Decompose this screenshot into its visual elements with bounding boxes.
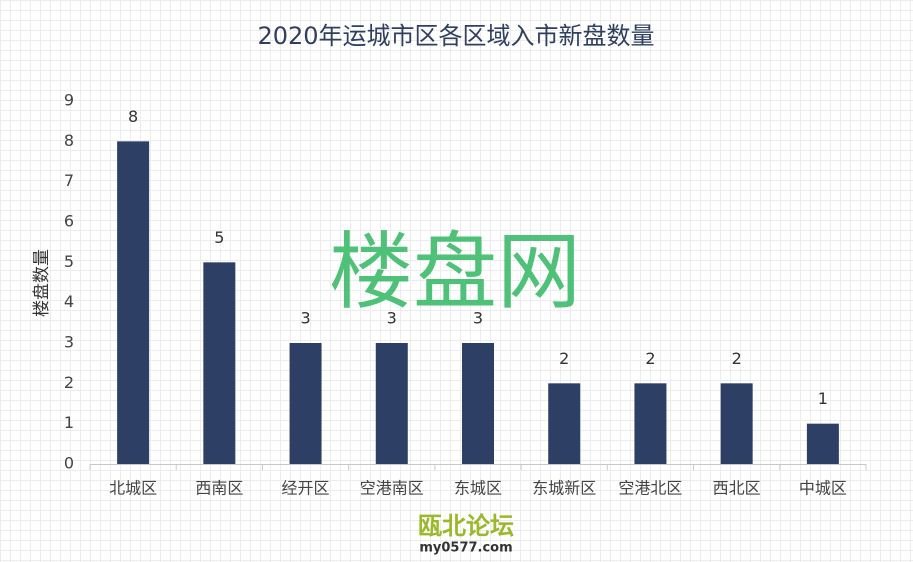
y-axis-label: 楼盘数量 bbox=[32, 249, 52, 317]
x-tick-label: 西北区 bbox=[713, 479, 761, 498]
data-label: 2 bbox=[645, 349, 655, 368]
data-label: 2 bbox=[732, 349, 742, 368]
y-tick-label: 1 bbox=[64, 413, 74, 432]
data-label: 8 bbox=[128, 107, 138, 126]
y-tick-label: 8 bbox=[64, 131, 74, 150]
bar bbox=[203, 262, 236, 464]
x-tick-label: 北城区 bbox=[109, 479, 157, 498]
bar bbox=[289, 343, 322, 464]
y-tick-label: 0 bbox=[64, 454, 74, 473]
x-tick-label: 西南区 bbox=[195, 479, 243, 498]
data-label: 2 bbox=[559, 349, 569, 368]
data-label: 3 bbox=[300, 309, 310, 328]
bar bbox=[634, 383, 667, 464]
y-tick-label: 2 bbox=[64, 373, 74, 392]
x-tick-label: 空港北区 bbox=[618, 479, 682, 498]
data-label: 5 bbox=[214, 228, 224, 247]
logo-text: 瓯北论坛 bbox=[418, 512, 514, 540]
data-label: 3 bbox=[387, 309, 397, 328]
bar bbox=[375, 343, 408, 464]
bar bbox=[548, 383, 581, 464]
x-tick-label: 经开区 bbox=[282, 479, 330, 498]
data-label: 3 bbox=[473, 309, 483, 328]
logo-url: my0577.com bbox=[419, 541, 512, 556]
y-tick-label: 9 bbox=[64, 91, 74, 110]
bar bbox=[462, 343, 494, 464]
x-tick-label: 东城新区 bbox=[532, 479, 596, 498]
bar bbox=[720, 383, 753, 464]
y-tick-label: 7 bbox=[64, 171, 74, 190]
x-tick-label: 中城区 bbox=[799, 479, 847, 498]
y-tick-label: 5 bbox=[64, 252, 74, 271]
y-tick-label: 6 bbox=[64, 212, 74, 231]
y-tick-label: 3 bbox=[64, 333, 74, 352]
y-tick-label: 4 bbox=[64, 292, 74, 311]
watermark: 楼盘网 bbox=[329, 223, 581, 321]
bar bbox=[117, 141, 150, 465]
x-tick-label: 东城区 bbox=[454, 479, 502, 498]
x-tick-label: 空港南区 bbox=[360, 479, 424, 498]
bar bbox=[806, 423, 839, 464]
data-label: 1 bbox=[818, 389, 828, 408]
chart-title: 2020年运城市区各区域入市新盘数量 bbox=[257, 22, 654, 50]
